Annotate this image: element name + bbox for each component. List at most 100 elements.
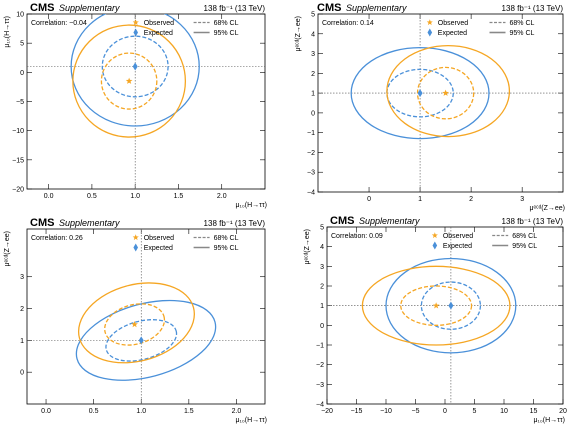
y-tick-label: 2 [20, 306, 24, 313]
supplementary-label: Supplementary [359, 216, 420, 226]
panel-bottom-right: CMS Supplementary 138 fb⁻¹ (13 TeV)−20 −15−… [304, 215, 567, 424]
y-tick-label: 4 [311, 31, 315, 38]
legend-95cl-label: 95% CL [510, 30, 535, 37]
expected-bestfit-point [448, 301, 454, 310]
legend-95cl-label: 95% CL [214, 245, 239, 252]
contours [350, 44, 511, 140]
legend-observed-marker [132, 234, 139, 241]
x-axis-label: μ₁₀(H→ττ) [235, 417, 267, 424]
y-tick-label: −5 [16, 99, 24, 106]
x-tick-label: −10 [380, 408, 392, 415]
x-tick-label: −20 [321, 408, 333, 415]
y-tick-label: 0 [320, 323, 324, 330]
legend-observed-marker [426, 19, 433, 26]
lumi-label: 138 fb⁻¹ (13 TeV) [502, 4, 564, 13]
x-tick-label: 2 [469, 196, 473, 203]
plot-frame [26, 13, 266, 190]
x-tick-label: 1.0 [130, 193, 140, 200]
legend-observed-marker [132, 19, 139, 26]
x-axis-label: μᵉᶜᵈ(Z→ee) [530, 205, 565, 212]
y-tick-label: 1 [20, 338, 24, 345]
y-tick-label: −1 [307, 130, 315, 137]
x-tick-label: 5 [473, 408, 477, 415]
y-tick-label: −1 [316, 343, 324, 350]
cms-label: CMS [330, 215, 354, 227]
y-tick-label: 2 [320, 284, 324, 291]
expected-68cl-contour [101, 35, 169, 98]
legend-expected-marker [133, 28, 139, 37]
expected-bestfit-point [132, 62, 138, 71]
x-tick-label: 0.0 [44, 193, 54, 200]
y-axis-label: μᵉᶜᵈ(Z→ee) [4, 231, 11, 266]
observed-95cl-contour [77, 282, 195, 364]
y-tick-label: 1 [311, 91, 315, 98]
panel-bottom-left: CMS Supplementary 138 fb⁻¹ (13 TeV) 0.0 0.5 1… [4, 217, 267, 424]
cms-label: CMS [30, 2, 54, 14]
legend-expected-marker [427, 28, 433, 37]
expected-95cl-contour [70, 14, 200, 127]
x-tick-label: 0.0 [41, 408, 51, 415]
y-tick-label: 3 [320, 264, 324, 271]
y-tick-label: −3 [307, 170, 315, 177]
supplementary-label: Supplementary [346, 3, 407, 13]
expected-bestfit-point [417, 89, 423, 98]
legend-95cl-label: 95% CL [214, 30, 239, 37]
observed-95cl-contour [72, 24, 187, 138]
plot-frame [326, 226, 564, 405]
observed-68cl-contour [416, 66, 475, 120]
expected-68cl-contour [105, 319, 178, 362]
x-tick-label: 1.5 [174, 193, 184, 200]
plot-frame [317, 13, 564, 193]
legend-observed-label: Observed [443, 233, 473, 240]
legend-expected-label: Expected [144, 245, 173, 252]
x-tick-label: 1 [418, 196, 422, 203]
observed-bestfit-point [131, 321, 138, 328]
observed-68cl-contour [400, 285, 473, 326]
observed-bestfit-point [442, 89, 449, 96]
y-tick-label: 2 [311, 71, 315, 78]
expected-95cl-contour [350, 46, 490, 140]
supplementary-label: Supplementary [59, 218, 120, 228]
y-tick-label: −4 [307, 190, 315, 197]
legend-observed-label: Observed [438, 20, 468, 27]
legend-95cl-label: 95% CL [512, 243, 537, 250]
lumi-label: 138 fb⁻¹ (13 TeV) [204, 4, 266, 13]
x-tick-label: 20 [559, 408, 567, 415]
x-tick-label: 2.0 [217, 193, 227, 200]
y-tick-label: 4 [320, 244, 324, 251]
y-tick-label: 1 [320, 303, 324, 310]
y-axis-label: μ₁₀(H→ττ) [4, 16, 11, 48]
x-tick-label: 1.5 [184, 408, 194, 415]
legend-68cl-label: 68% CL [214, 235, 239, 242]
y-tick-label: 5 [20, 41, 24, 48]
x-tick-label: −15 [351, 408, 363, 415]
legend-observed-marker [431, 232, 438, 239]
x-tick-label: 0.5 [87, 193, 97, 200]
cms-label: CMS [30, 217, 54, 229]
contours [361, 257, 517, 354]
x-tick-label: 15 [530, 408, 538, 415]
plot-frame [26, 228, 266, 405]
y-tick-label: −4 [316, 402, 324, 409]
x-tick-label: 3 [520, 196, 524, 203]
y-tick-label: −2 [316, 362, 324, 369]
correlation-label: Correlation: −0.04 [31, 20, 87, 27]
expected-95cl-contour [75, 299, 217, 381]
legend-observed-label: Observed [144, 20, 174, 27]
lumi-label: 138 fb⁻¹ (13 TeV) [502, 217, 564, 226]
y-axis-label: μᵉᶜᵈ(Z→ee) [304, 229, 311, 264]
expected-bestfit-point [138, 336, 144, 345]
observed-bestfit-point [125, 77, 133, 84]
y-tick-label: 0 [20, 70, 24, 77]
legend-68cl-label: 68% CL [512, 233, 537, 240]
y-tick-label: −2 [307, 150, 315, 157]
y-tick-label: 3 [311, 51, 315, 58]
expected-68cl-contour [386, 68, 454, 118]
y-tick-label: 10 [16, 12, 24, 19]
x-tick-label: 0.5 [89, 408, 99, 415]
correlation-label: Correlation: 0.14 [322, 20, 374, 27]
x-tick-label: 0 [443, 408, 447, 415]
y-tick-label: −3 [316, 382, 324, 389]
expected-68cl-contour [420, 281, 482, 330]
cms-label: CMS [317, 2, 341, 14]
